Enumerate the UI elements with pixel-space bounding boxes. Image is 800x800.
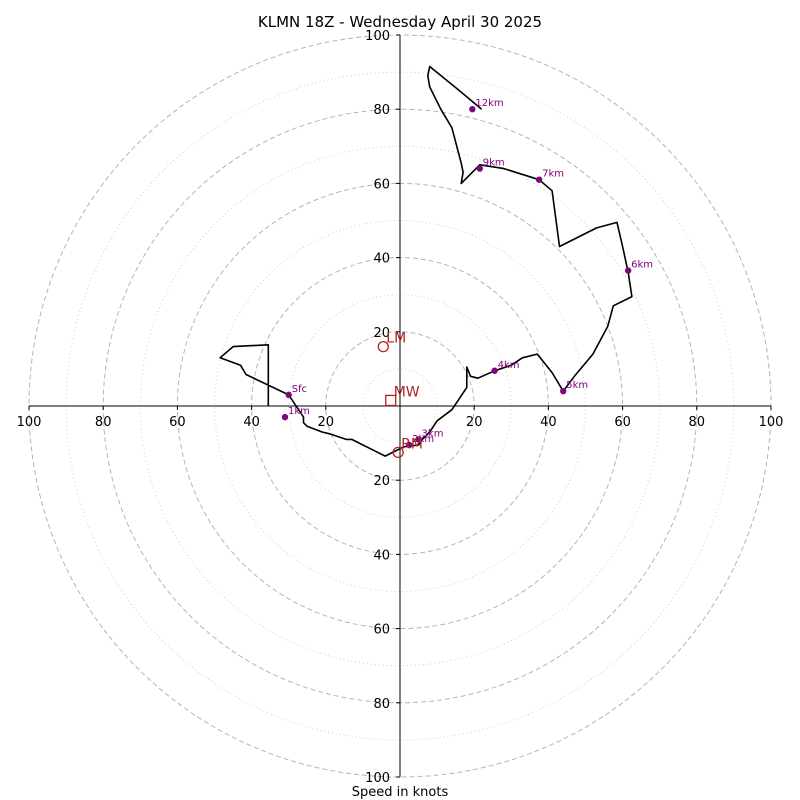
x-tick-label: 80: [689, 415, 706, 430]
height-label-Sfc: Sfc: [292, 384, 307, 395]
chart-title: KLMN 18Z - Wednesday April 30 2025: [258, 13, 542, 31]
y-tick-label: 80: [373, 103, 390, 118]
height-label-4km: 4km: [498, 360, 520, 371]
x-tick-label: 80: [95, 415, 112, 430]
height-marker-1km: [281, 413, 289, 421]
storm-motion-markers: LM MW RM: [377, 331, 423, 459]
height-marker-Sfc: [285, 391, 292, 399]
height-label-2km: 2km: [412, 434, 434, 445]
y-tick-label: 60: [373, 623, 390, 638]
rm-marker: [392, 446, 404, 459]
height-marker-3km: [415, 436, 422, 443]
x-tick-label: 20: [466, 415, 483, 430]
x-axis-label: Speed in knots: [352, 785, 449, 800]
lm-label: LM: [386, 331, 406, 347]
x-tick-label: 60: [169, 415, 186, 430]
tick-labels: 100 80 60 40 20 20 40 60 80 100 100 80 60 40 20 20 40 60 8…: [17, 29, 784, 786]
hodograph-trace: [219, 65, 633, 457]
y-tick-label: 80: [373, 697, 390, 712]
y-tick-label: 60: [373, 177, 390, 192]
height-label-5km: 5km: [566, 380, 588, 391]
height-marker-7km: [535, 176, 543, 183]
height-label-9km: 9km: [483, 158, 505, 169]
y-tick-label: 20: [373, 326, 390, 341]
y-tick-label: 40: [373, 548, 390, 563]
height-marker-12km: [469, 106, 476, 113]
height-label-6km: 6km: [631, 260, 653, 271]
x-tick-label: 60: [614, 415, 631, 430]
height-label-1km: 1km: [288, 406, 310, 417]
x-tick-label: 40: [540, 415, 557, 430]
height-label-7km: 7km: [542, 169, 564, 180]
height-marker-5km: [560, 387, 567, 395]
height-label-3km: 3km: [422, 428, 444, 439]
height-marker-9km: [476, 165, 483, 172]
x-tick-label: 40: [243, 415, 260, 430]
height-label-12km: 12km: [475, 98, 503, 109]
height-marker-4km: [491, 367, 498, 374]
mw-label: MW: [394, 384, 420, 400]
mw-marker: [385, 394, 397, 407]
x-tick-label: 20: [318, 415, 335, 430]
y-tick-label: 100: [365, 771, 390, 786]
x-tick-label: 100: [17, 415, 42, 430]
height-marker-6km: [624, 267, 632, 274]
rm-label: RM: [401, 436, 423, 452]
y-tick-label: 40: [373, 252, 390, 267]
height-marker-2km: [406, 441, 413, 449]
lm-marker: [377, 340, 389, 353]
x-tick-label: 100: [759, 415, 784, 430]
y-tick-label: 20: [373, 474, 390, 489]
axes: [28, 34, 772, 778]
y-tick-label: 100: [365, 29, 390, 44]
